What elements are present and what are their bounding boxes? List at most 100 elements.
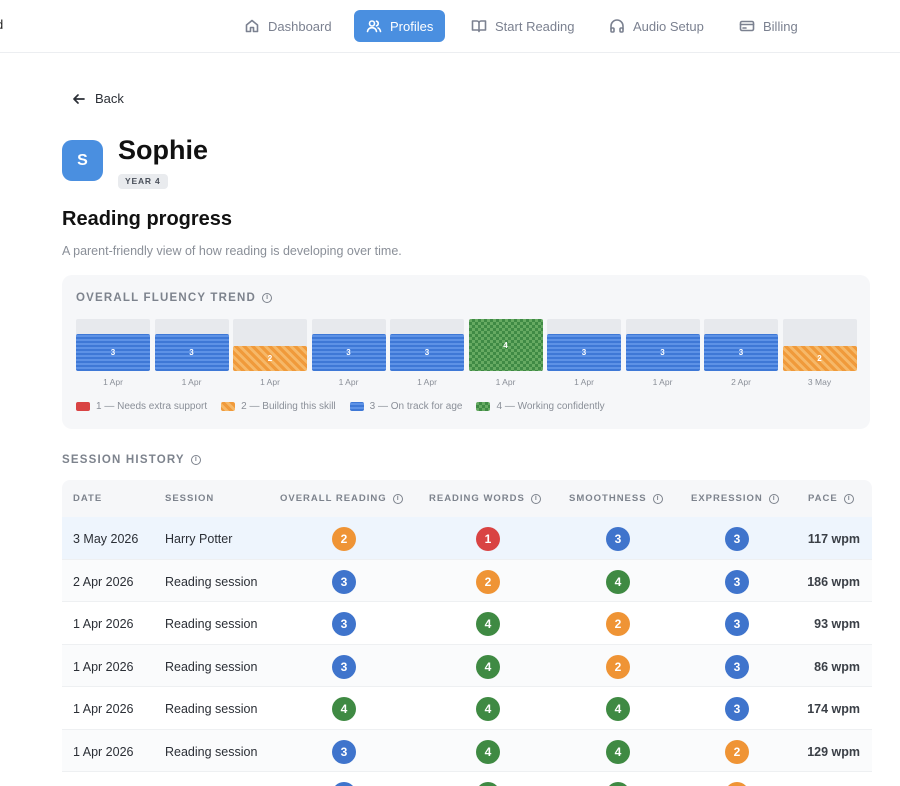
- score-badge: 3: [332, 782, 356, 786]
- back-button[interactable]: Back: [72, 91, 124, 106]
- score-badge: 4: [606, 569, 630, 594]
- trend-date-label: 3 May: [807, 377, 832, 387]
- fluency-trend-card: OVERALL FLUENCY TREND i 3 1 Apr 3 1 Apr 2 1 A…: [62, 275, 870, 429]
- score-badge: 4: [476, 612, 500, 636]
- score-badge: 1: [476, 527, 500, 551]
- trend-slot: 3: [311, 319, 386, 371]
- table-row[interactable]: 3 May 2026 Harry Potter 2 1 3 3 117 wpm: [62, 517, 872, 560]
- column-header-label: OVERALL READING: [280, 493, 387, 504]
- home-icon: [245, 19, 259, 33]
- info-icon[interactable]: i: [768, 493, 779, 504]
- top-nav: d Dashboard Profiles Start Reading Audio…: [0, 0, 900, 53]
- score-badge: 3: [332, 569, 356, 594]
- table-row[interactable]: 1 Apr 2026 Reading session 4 4 4 3 174 wpm: [62, 687, 872, 730]
- table-row[interactable]: 1 Apr 2026 Reading session 3 4 2 3 86 wpm: [62, 644, 872, 687]
- cell-session: Reading session: [165, 702, 258, 716]
- trend-slot: 3: [547, 319, 621, 371]
- trend-bar[interactable]: 3: [154, 334, 229, 371]
- info-icon[interactable]: i: [262, 293, 273, 303]
- score-badge: 4: [606, 739, 630, 764]
- score-badge: 2: [332, 527, 356, 551]
- cell-date: 2 Apr 2026: [73, 574, 134, 589]
- score-badge: 4: [332, 697, 356, 721]
- table-row[interactable]: 2 Apr 2026 Reading session 3 2 4 3 186 wpm: [62, 559, 872, 602]
- back-label: Back: [95, 91, 124, 106]
- legend-swatch: [476, 402, 491, 411]
- fluency-legend: 1 — Needs extra support 2 — Building this…: [76, 401, 605, 412]
- nav-profiles-label: Profiles: [390, 18, 434, 34]
- trend-bar[interactable]: 3: [547, 334, 621, 371]
- column-header: PACE i: [808, 493, 854, 504]
- column-header: EXPRESSION i: [691, 493, 779, 504]
- score-badge: 3: [332, 739, 356, 764]
- legend-item: 3 — On track for age: [349, 401, 462, 412]
- table-header: DATE SESSION OVERALL READING i READING WORDS…: [62, 480, 872, 517]
- nav-dashboard[interactable]: Dashboard: [232, 10, 344, 42]
- info-icon[interactable]: i: [530, 493, 541, 504]
- users-icon: [366, 20, 382, 33]
- score-badge: 3: [725, 654, 749, 679]
- legend-item: 2 — Building this skill: [221, 401, 336, 412]
- trend-slot: 3: [390, 319, 464, 371]
- info-icon[interactable]: i: [190, 455, 201, 465]
- nav-audio-setup-label: Audio Setup: [633, 18, 704, 34]
- score-badge: 4: [476, 739, 500, 764]
- table-row[interactable]: 1 Apr 2026 Reading session 3 4 4 2 129 wpm: [62, 729, 872, 772]
- column-header-label: PACE: [808, 493, 838, 504]
- book-icon: [471, 20, 487, 33]
- trend-bar[interactable]: 4: [468, 319, 543, 371]
- score-badge: 4: [606, 782, 630, 786]
- score-badge: 3: [332, 654, 356, 679]
- trend-bar[interactable]: 2: [233, 346, 307, 371]
- column-header: SESSION: [165, 493, 214, 504]
- score-badge: 2: [476, 569, 500, 594]
- nav-start-reading[interactable]: Start Reading: [459, 10, 587, 42]
- nav-audio-setup[interactable]: Audio Setup: [597, 10, 716, 42]
- score-badge: 4: [476, 654, 500, 679]
- score-badge: 2: [725, 782, 749, 786]
- cell-session: Reading session: [165, 574, 258, 589]
- cell-pace: 129 wpm: [807, 744, 860, 759]
- avatar: S: [62, 140, 103, 181]
- session-history-table: DATE SESSION OVERALL READING i READING WORDS…: [62, 480, 872, 786]
- column-header-label: SESSION: [165, 493, 215, 504]
- table-row[interactable]: 1 Apr 2026 Reading session 3 4 2 3 93 wpm: [62, 602, 872, 645]
- session-history-title: SESSION HISTORY i: [62, 454, 201, 466]
- info-icon[interactable]: i: [843, 493, 854, 504]
- nav-billing[interactable]: Billing: [727, 10, 810, 42]
- trend-slot: 3: [154, 319, 229, 371]
- trend-bar[interactable]: 3: [76, 334, 150, 371]
- score-badge: 3: [725, 569, 749, 594]
- cell-pace: 174 wpm: [807, 702, 860, 716]
- nav-billing-label: Billing: [763, 18, 798, 34]
- column-header-label: READING WORDS: [429, 493, 525, 504]
- column-header: READING WORDS i: [429, 493, 541, 504]
- legend-item: 4 — Working confidently: [476, 401, 605, 412]
- fluency-trend-title: OVERALL FLUENCY TREND i: [76, 292, 273, 304]
- info-icon[interactable]: i: [392, 493, 403, 504]
- trend-bar[interactable]: 3: [311, 334, 386, 371]
- trend-date-label: 2 Apr: [731, 377, 751, 387]
- legend-swatch: [76, 402, 90, 411]
- trend-bar[interactable]: 3: [390, 334, 464, 371]
- score-badge: 4: [476, 782, 500, 786]
- cell-pace: 93 wpm: [814, 617, 860, 631]
- score-badge: 2: [725, 739, 749, 764]
- score-badge: 3: [725, 697, 749, 721]
- headphones-icon: [610, 19, 624, 33]
- nav-profiles[interactable]: Profiles: [354, 10, 446, 42]
- trend-date-label: 1 Apr: [103, 377, 123, 387]
- column-header: SMOOTHNESS i: [569, 493, 663, 504]
- app-name-fragment: d: [0, 17, 3, 32]
- trend-bar[interactable]: 3: [704, 334, 778, 371]
- cell-date: 1 Apr 2026: [73, 744, 134, 759]
- score-badge: 3: [725, 527, 749, 551]
- column-header-label: DATE: [73, 493, 103, 504]
- table-row[interactable]: 3 4 4 2: [62, 772, 872, 786]
- trend-bar[interactable]: 3: [625, 334, 700, 371]
- column-header: OVERALL READING i: [280, 493, 403, 504]
- legend-label: 2 — Building this skill: [241, 401, 336, 412]
- trend-bar[interactable]: 2: [782, 346, 857, 371]
- score-badge: 4: [476, 697, 500, 721]
- info-icon[interactable]: i: [652, 493, 663, 504]
